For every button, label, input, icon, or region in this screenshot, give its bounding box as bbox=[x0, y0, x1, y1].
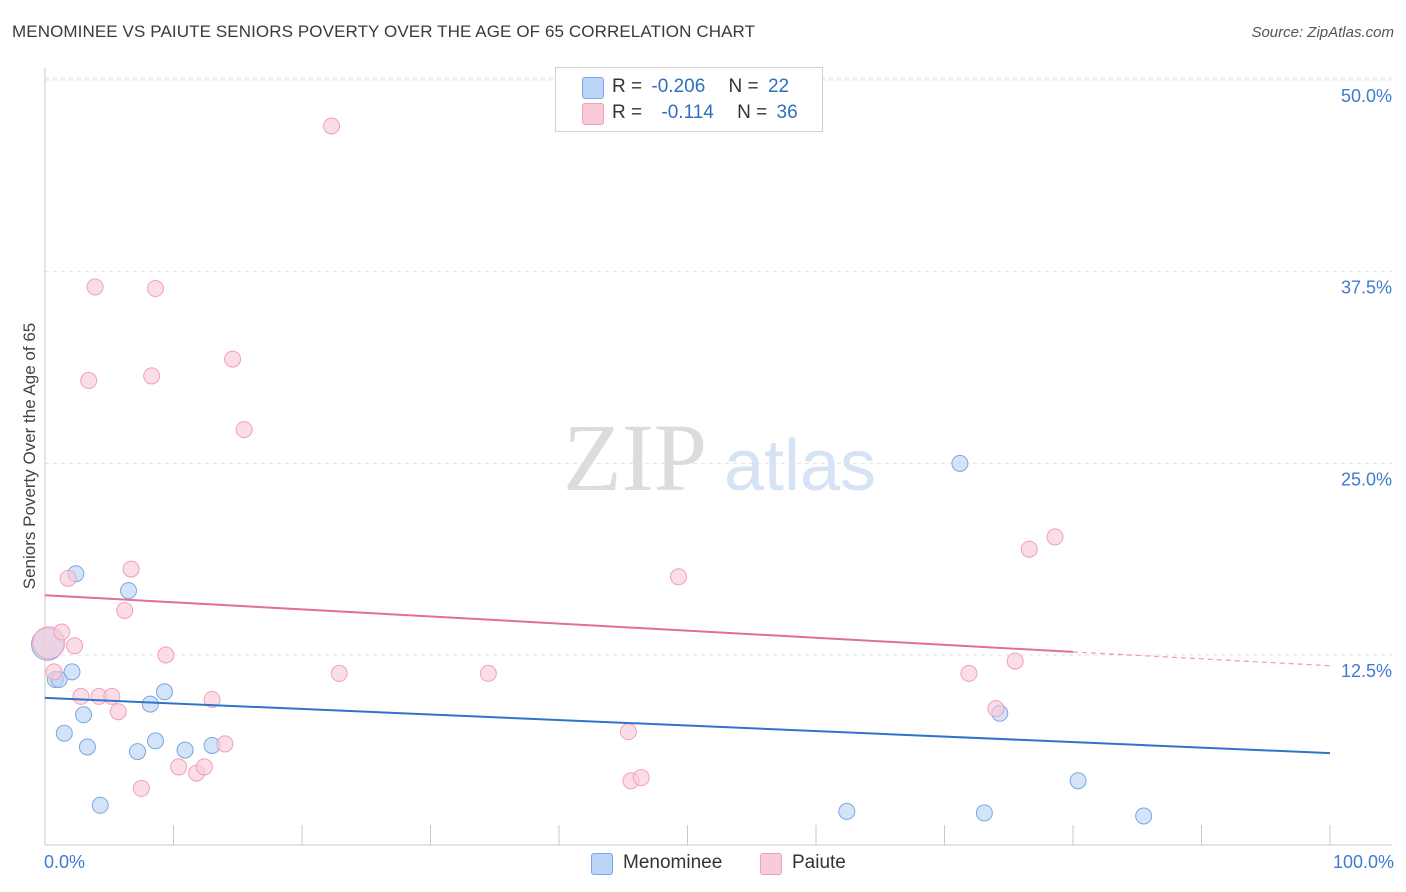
paiute-point bbox=[132, 779, 150, 797]
menominee-point bbox=[120, 582, 138, 600]
paiute-point bbox=[670, 568, 688, 586]
paiute-point bbox=[203, 690, 221, 708]
axes bbox=[44, 68, 1392, 846]
paiute-trend-line bbox=[44, 594, 1074, 653]
series-legend: Menominee Paiute bbox=[0, 852, 1406, 878]
paiute-point bbox=[109, 703, 127, 721]
paiute-point bbox=[632, 769, 650, 787]
paiute-point bbox=[122, 560, 140, 578]
n-label: N = bbox=[728, 76, 759, 97]
paiute-point bbox=[195, 758, 213, 776]
paiute-point bbox=[330, 664, 348, 682]
gridlines bbox=[45, 77, 1392, 656]
legend-label: Paiute bbox=[792, 852, 846, 873]
y-tick-label: 25.0% bbox=[1341, 469, 1392, 489]
paiute-point bbox=[59, 569, 77, 587]
menominee-point bbox=[951, 454, 969, 472]
paiute-point bbox=[72, 687, 90, 705]
menominee-swatch bbox=[582, 77, 604, 99]
paiute-point bbox=[86, 278, 104, 296]
data-points bbox=[31, 117, 1153, 825]
paiute-point bbox=[1006, 652, 1024, 670]
menominee-point bbox=[91, 796, 109, 814]
menominee-swatch bbox=[591, 853, 613, 875]
paiute-swatch bbox=[582, 103, 604, 125]
menominee-point bbox=[1135, 807, 1153, 825]
menominee-point bbox=[176, 741, 194, 759]
paiute-point bbox=[116, 602, 134, 620]
paiute-point bbox=[45, 663, 63, 681]
source-label: Source: ZipAtlas.com bbox=[1251, 24, 1394, 41]
paiute-trend-extension bbox=[1072, 651, 1331, 667]
y-tick-label: 37.5% bbox=[1341, 278, 1392, 298]
paiute-point bbox=[216, 735, 234, 753]
menominee-point bbox=[147, 732, 165, 750]
paiute-point bbox=[66, 637, 84, 655]
n-value: 22 bbox=[767, 76, 790, 97]
r-value: -0.114 bbox=[661, 102, 714, 123]
menominee-point bbox=[156, 683, 174, 701]
legend-label: Menominee bbox=[623, 852, 723, 873]
paiute-point bbox=[323, 117, 341, 135]
r-label: R = bbox=[612, 76, 643, 97]
menominee-point bbox=[141, 695, 159, 713]
n-label: N = bbox=[737, 102, 768, 123]
paiute-point bbox=[143, 367, 161, 385]
trend-lines bbox=[44, 594, 1331, 755]
paiute-swatch bbox=[760, 853, 782, 875]
menominee-point bbox=[78, 738, 96, 756]
menominee-trend-line bbox=[44, 696, 1331, 755]
x-max-label: 100.0% bbox=[1332, 852, 1394, 872]
paiute-point bbox=[1046, 528, 1064, 546]
watermark: ZIP atlas bbox=[563, 404, 876, 511]
paiute-point bbox=[1020, 540, 1038, 558]
stats-legend: R = -0.206 N = 22 R = -0.114 N = 36 bbox=[555, 67, 823, 132]
y-tick-labels: 12.5% 25.0% 37.5% 50.0% bbox=[1341, 86, 1392, 681]
paiute-point bbox=[960, 664, 978, 682]
watermark-zip: ZIP bbox=[563, 404, 707, 511]
paiute-point bbox=[479, 664, 497, 682]
paiute-point bbox=[80, 372, 98, 390]
menominee-point bbox=[63, 663, 81, 681]
paiute-point bbox=[170, 758, 188, 776]
menominee-point bbox=[838, 802, 856, 820]
y-tick-label: 50.0% bbox=[1341, 86, 1392, 106]
chart-title: MENOMINEE VS PAIUTE SENIORS POVERTY OVER… bbox=[12, 22, 756, 41]
paiute-point bbox=[987, 700, 1005, 718]
paiute-point bbox=[224, 350, 242, 368]
menominee-point bbox=[975, 804, 993, 822]
paiute-point bbox=[53, 623, 71, 641]
x-min-label: 0.0% bbox=[44, 852, 86, 872]
paiute-point bbox=[235, 421, 253, 439]
r-value: -0.206 bbox=[651, 76, 706, 97]
paiute-point bbox=[147, 280, 165, 298]
menominee-point bbox=[55, 724, 73, 742]
menominee-point bbox=[1069, 772, 1087, 790]
n-value: 36 bbox=[776, 102, 798, 123]
paiute-point bbox=[619, 723, 637, 741]
paiute-point bbox=[157, 646, 175, 664]
r-label: R = bbox=[612, 102, 643, 123]
menominee-point bbox=[129, 743, 147, 761]
y-tick-label: 12.5% bbox=[1341, 661, 1392, 681]
menominee-point bbox=[75, 706, 93, 724]
watermark-atlas: atlas bbox=[724, 426, 876, 506]
